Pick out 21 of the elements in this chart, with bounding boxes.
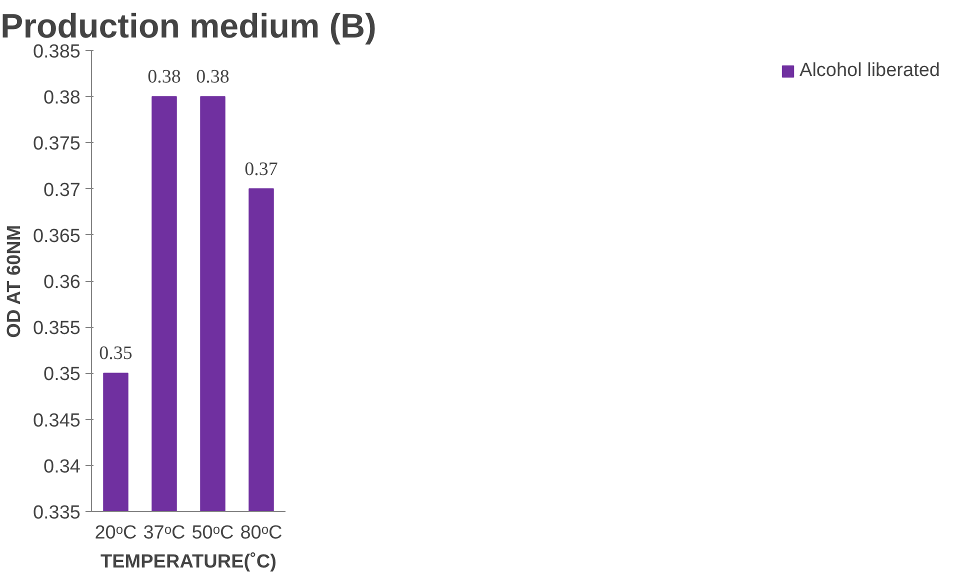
- y-tick-label: 0.37: [44, 180, 81, 201]
- y-tick-label: 0.355: [32, 318, 80, 340]
- x-tick-label: 80ᵒC: [240, 522, 282, 544]
- data-label: 0.35: [99, 343, 132, 364]
- data-label: 0.38: [148, 66, 181, 88]
- data-label: 0.38: [196, 66, 230, 88]
- y-tick-label: 0.34: [44, 456, 81, 478]
- x-tick-label: 37ᵒC: [143, 522, 186, 544]
- y-tick-label: 0.38: [44, 88, 81, 109]
- data-label: 0.37: [244, 158, 278, 180]
- y-tick-label: 0.335: [32, 502, 80, 524]
- legend-label: Alcohol liberated: [800, 60, 940, 82]
- y-tick-label: 0.35: [44, 364, 81, 386]
- x-tick-label: 50ᵒC: [192, 522, 234, 544]
- x-tick-label: 20ᵒC: [94, 522, 137, 544]
- y-tick-label: 0.365: [32, 226, 80, 247]
- x-axis-title: TEMPERATURE(˚C): [100, 552, 276, 572]
- y-tick-label: 0.36: [44, 272, 81, 293]
- y-tick-label: 0.375: [32, 134, 80, 155]
- y-axis-title: OD AT 60NM: [4, 224, 25, 338]
- y-tick-label: 0.345: [32, 410, 80, 432]
